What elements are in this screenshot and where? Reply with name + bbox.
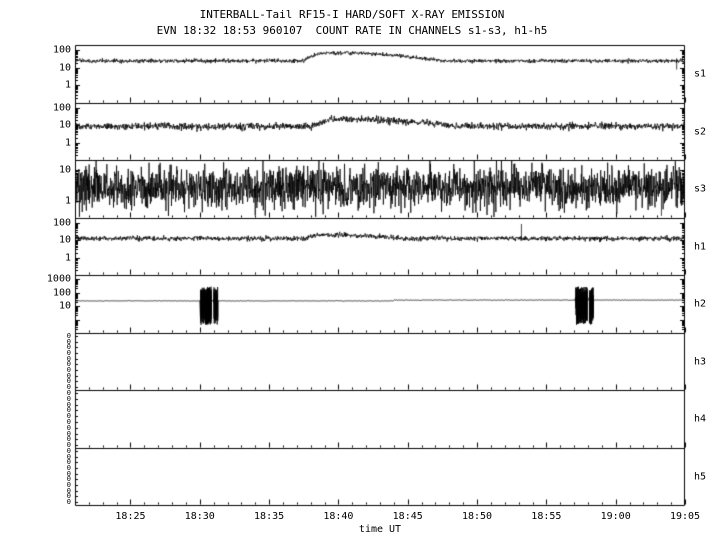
y-tick-label-s3: 10 [58,164,71,176]
y-tick-label-h4: 0 [66,423,71,432]
y-tick-label-h5: 0 [66,498,71,507]
panel-label-h3: h3 [694,356,707,367]
y-tick-label-s2: 1 [64,137,71,149]
y-tick-label-h4: 0 [66,388,71,397]
x-tick-label: 18:30 [184,511,215,522]
y-tick-label-h3: 0 [66,343,71,352]
y-tick-label-s1: 1 [64,79,71,91]
x-tick-label: 18:35 [254,511,285,522]
y-tick-label-h5: 0 [66,481,71,490]
y-tick-label-s1: 100 [52,44,71,56]
y-tick-label-h3: 0 [66,360,71,369]
y-tick-label-h5: 0 [66,486,71,495]
y-tick-label-h3: 0 [66,377,71,386]
x-tick-label: 19:00 [600,511,631,522]
y-tick-label-h5: 0 [66,452,71,461]
y-tick-label-h1: 100 [52,217,71,229]
y-tick-label-h4: 0 [66,441,71,450]
y-tick-label-h3: 0 [66,331,71,340]
y-tick-label-h4: 0 [66,400,71,409]
y-tick-label-h5: 0 [66,458,71,467]
y-tick-label-h5: 0 [66,475,71,484]
x-tick-label: 19:05 [669,511,701,522]
x-tick-label: 18:40 [323,511,354,522]
y-tick-label-h5: 0 [66,446,71,455]
x-tick-label: 18:50 [461,511,493,522]
y-tick-label-s2: 10 [58,119,71,131]
y-tick-label-h4: 0 [66,412,71,421]
y-tick-label-h2: 10 [58,300,71,312]
chart-title: INTERBALL-Tail RF15-I HARD/SOFT X-RAY EM… [199,8,505,21]
y-tick-label-h4: 0 [66,429,71,438]
panel-label-s1: s1 [694,68,707,80]
y-tick-label-h5: 0 [66,463,71,472]
y-tick-label-h3: 0 [66,348,71,357]
panel-label-h2: h2 [694,298,707,310]
y-tick-label-h1: 1 [64,252,71,264]
y-tick-label-h3: 0 [66,371,71,380]
panel-label-h1: h1 [694,241,707,252]
y-tick-label-h3: 0 [66,366,71,375]
y-tick-label-h4: 0 [66,394,71,403]
y-tick-label-h5: 0 [66,492,71,501]
y-tick-label-s1: 10 [58,62,71,74]
y-tick-label-h5: 0 [66,469,71,478]
chart-subtitle: EVN 18:32 18:53 960107 COUNT RATE IN CHA… [156,24,548,37]
y-tick-label-h4: 0 [66,406,71,415]
y-tick-label-h4: 0 [66,417,71,426]
panel-label-h5: h5 [694,471,707,482]
y-tick-label-h1: 10 [58,234,71,246]
y-tick-label-h4: 0 [66,435,71,444]
y-tick-label-h3: 0 [66,337,71,346]
y-tick-label-h2: 100 [52,287,71,299]
x-axis-title: time UT [358,524,402,535]
y-tick-label-s2: 100 [52,102,71,114]
x-tick-label: 18:45 [392,511,423,522]
y-tick-label-s3: 1 [64,195,71,207]
y-tick-label-h3: 0 [66,383,71,392]
panel-label-s2: s2 [694,126,707,137]
y-tick-label-h2: 1000 [46,273,71,285]
panel-label-s3: s3 [694,183,707,195]
panel-label-h4: h4 [694,413,707,425]
y-tick-label-h3: 0 [66,354,71,363]
x-tick-label: 18:55 [531,511,562,522]
x-tick-label: 18:25 [115,511,146,522]
